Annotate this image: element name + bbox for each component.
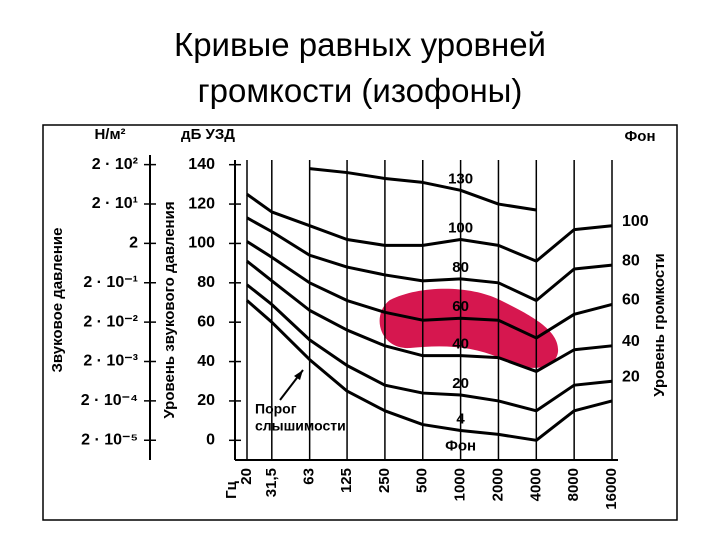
curve bbox=[246, 240, 613, 340]
curve-label: 60 bbox=[452, 298, 469, 315]
y-tick-label: 120 bbox=[188, 195, 215, 212]
x-axis-label: Гц bbox=[223, 480, 240, 499]
right-label: 100 bbox=[622, 213, 649, 230]
x-tick-label: 500 bbox=[414, 468, 431, 493]
curve-label: 40 bbox=[452, 336, 469, 353]
curve-label: 100 bbox=[448, 219, 473, 236]
x-tick-label: 8000 bbox=[565, 468, 582, 501]
x-tick-label: 4000 bbox=[527, 468, 544, 501]
y-tick-label: 20 bbox=[197, 392, 215, 409]
y-axis-label: Уровень звукового давления bbox=[161, 201, 178, 418]
curve-label: 20 bbox=[452, 375, 469, 392]
curve bbox=[246, 192, 613, 263]
right-label: 40 bbox=[622, 333, 640, 350]
x-tick-label: 16000 bbox=[603, 468, 620, 510]
curve-label: 130 bbox=[448, 170, 473, 187]
y2-tick-label: 2 · 10⁻⁴ bbox=[81, 392, 138, 409]
x-tick-label: 250 bbox=[376, 468, 393, 493]
y-tick-label: 80 bbox=[197, 274, 215, 291]
y2-tick-label: 2 · 10² bbox=[92, 156, 138, 173]
x-tick-label: 125 bbox=[338, 468, 355, 493]
curve-label: 80 bbox=[452, 259, 469, 276]
y2-tick-label: 2 · 10⁻⁵ bbox=[81, 431, 138, 448]
right-axis-label: Уровень громкости bbox=[651, 253, 668, 397]
arrow-head bbox=[294, 370, 303, 380]
y2-unit: Н/м² bbox=[94, 126, 125, 143]
y2-tick-label: 2 · 10⁻² bbox=[83, 313, 138, 330]
image-frame bbox=[42, 124, 678, 521]
x-tick-label: 63 bbox=[301, 468, 318, 485]
curve bbox=[246, 259, 613, 373]
curve bbox=[246, 216, 613, 303]
curve bbox=[246, 283, 613, 413]
y-tick-label: 60 bbox=[197, 313, 215, 330]
x-tick-label: 20 bbox=[238, 468, 255, 485]
annotation: Порог bbox=[255, 401, 297, 417]
y-tick-label: 140 bbox=[188, 156, 215, 173]
y2-tick-label: 2 · 10⁻³ bbox=[83, 353, 138, 370]
x-tick-label: 2000 bbox=[489, 468, 506, 501]
y-tick-label: 0 bbox=[206, 432, 215, 449]
x-tick-label: 1000 bbox=[452, 468, 469, 501]
y2-tick-label: 2 · 10⁻¹ bbox=[83, 274, 138, 291]
curve bbox=[309, 167, 537, 212]
y2-tick-label: 2 bbox=[129, 235, 138, 252]
y2-axis-label: Звуковое давление bbox=[49, 228, 66, 373]
annotation: слышимости bbox=[255, 418, 346, 434]
y-tick-label: 40 bbox=[197, 353, 215, 370]
y2-tick-label: 2 · 10¹ bbox=[92, 195, 138, 212]
right-label: 60 bbox=[622, 292, 640, 309]
y-unit: дБ УЗД bbox=[181, 126, 235, 143]
right-label: 20 bbox=[622, 368, 640, 385]
y-tick-label: 100 bbox=[188, 235, 215, 252]
curve-unit: Фон bbox=[445, 437, 476, 454]
speech-area bbox=[379, 288, 559, 368]
slide-title: Кривые равных уровней громкости (изофоны… bbox=[173, 26, 546, 109]
x-tick-label: 31,5 bbox=[263, 468, 280, 497]
curve-label: 4 bbox=[456, 410, 465, 427]
right-unit: Фон bbox=[624, 128, 655, 145]
curve bbox=[246, 299, 613, 442]
right-label: 80 bbox=[622, 252, 640, 269]
